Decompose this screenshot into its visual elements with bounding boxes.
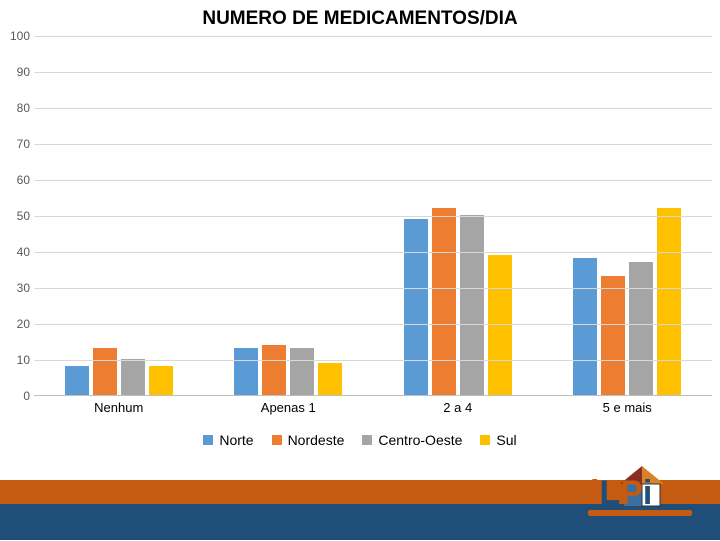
legend-swatch xyxy=(480,435,490,445)
y-tick-label: 70 xyxy=(17,137,30,151)
y-tick-label: 100 xyxy=(10,29,30,43)
legend-label: Sul xyxy=(496,432,516,448)
grid-line xyxy=(34,72,712,73)
legend-swatch xyxy=(272,435,282,445)
bar xyxy=(657,208,681,395)
x-tick-label: 5 e mais xyxy=(543,400,713,415)
y-axis: 0102030405060708090100 xyxy=(0,36,34,426)
legend-item: Centro-Oeste xyxy=(362,432,462,448)
bar xyxy=(318,363,342,395)
bar xyxy=(65,366,89,395)
legend-label: Centro-Oeste xyxy=(378,432,462,448)
grid-line xyxy=(34,252,712,253)
grid-line xyxy=(34,324,712,325)
grid-line xyxy=(34,216,712,217)
bar xyxy=(432,208,456,395)
grid-line xyxy=(34,36,712,37)
bar xyxy=(290,348,314,395)
x-axis-labels: NenhumApenas 12 a 45 e mais xyxy=(34,400,712,415)
legend-swatch xyxy=(362,435,372,445)
y-tick-label: 90 xyxy=(17,65,30,79)
bar xyxy=(460,215,484,395)
y-tick-label: 40 xyxy=(17,245,30,259)
legend: Norte Nordeste Centro-Oeste Sul xyxy=(0,432,720,448)
y-tick-label: 10 xyxy=(17,353,30,367)
bar xyxy=(262,345,286,395)
y-tick-label: 20 xyxy=(17,317,30,331)
y-tick-label: 80 xyxy=(17,101,30,115)
bar xyxy=(601,276,625,395)
ilpi-logo: iLPi xyxy=(580,460,700,536)
grid-line xyxy=(34,180,712,181)
y-tick-label: 0 xyxy=(23,389,30,403)
legend-label: Nordeste xyxy=(288,432,345,448)
x-tick-label: Nenhum xyxy=(34,400,204,415)
legend-item: Sul xyxy=(480,432,516,448)
bar xyxy=(93,348,117,395)
chart-title: NUMERO DE MEDICAMENTOS/DIA xyxy=(0,0,720,34)
legend-item: Norte xyxy=(203,432,253,448)
bar xyxy=(149,366,173,395)
grid-line xyxy=(34,144,712,145)
y-tick-label: 30 xyxy=(17,281,30,295)
y-tick-label: 50 xyxy=(17,209,30,223)
bar xyxy=(629,262,653,395)
grid-line xyxy=(34,288,712,289)
bar xyxy=(234,348,258,395)
plot-area xyxy=(34,36,712,396)
x-tick-label: Apenas 1 xyxy=(204,400,374,415)
y-tick-label: 60 xyxy=(17,173,30,187)
bar xyxy=(404,219,428,395)
legend-item: Nordeste xyxy=(272,432,345,448)
chart-container: 0102030405060708090100 NenhumApenas 12 a… xyxy=(0,36,720,426)
svg-text:iLPi: iLPi xyxy=(590,474,652,512)
legend-swatch xyxy=(203,435,213,445)
bar xyxy=(121,359,145,395)
x-tick-label: 2 a 4 xyxy=(373,400,543,415)
legend-label: Norte xyxy=(219,432,253,448)
bar xyxy=(573,258,597,395)
grid-line xyxy=(34,108,712,109)
grid-line xyxy=(34,360,712,361)
